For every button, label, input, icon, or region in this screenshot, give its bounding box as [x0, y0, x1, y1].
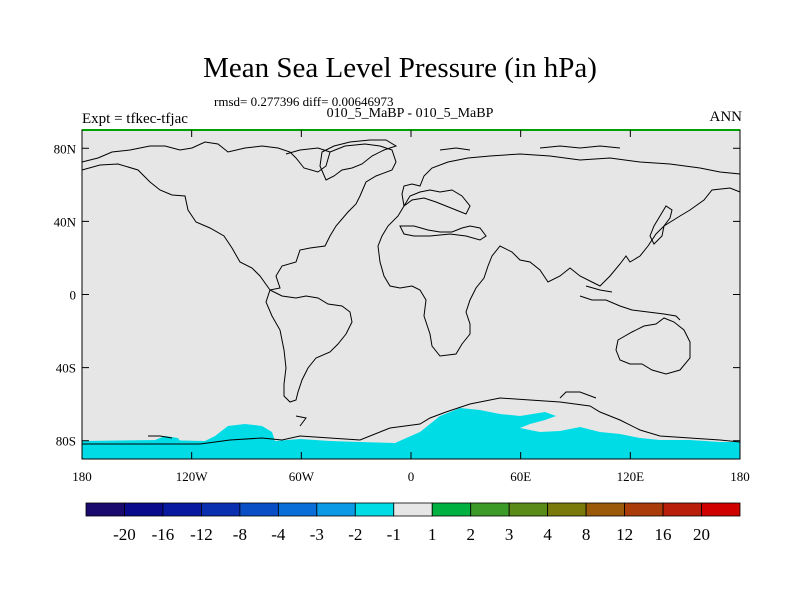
- experiment-label: Expt = tfkec-tfjac: [82, 111, 188, 127]
- colorbar-swatch: [277, 502, 318, 517]
- x-tick-label: 120E: [617, 469, 645, 484]
- x-axis: 180 120W 60W 0 60E 120E 180: [72, 130, 750, 484]
- coastline-south-america: [265, 289, 353, 403]
- colorbar-swatch: [201, 502, 241, 517]
- x-tick-label: 0: [408, 469, 415, 484]
- anomaly-fills: [82, 408, 740, 459]
- map-background: [82, 130, 740, 459]
- stats-line: rmsd= 0.277396 diff= 0.00646973: [214, 94, 394, 109]
- colorbar-label: -16: [152, 525, 175, 544]
- coastline-africa-eurasia: [377, 153, 741, 357]
- colorbar-swatch: [431, 502, 472, 517]
- colorbar-swatch: [393, 502, 433, 517]
- colorbar-label: 4: [543, 525, 552, 544]
- colorbar-label: -20: [113, 525, 136, 544]
- colorbar-swatch: [701, 502, 741, 517]
- colorbar-swatch: [662, 502, 702, 517]
- colorbar-swatch: [239, 502, 279, 517]
- colorbar-label: 12: [616, 525, 633, 544]
- y-tick-label: 0: [70, 288, 77, 303]
- coastline-north-america: [81, 141, 397, 291]
- coastline-arctic: [285, 145, 621, 155]
- x-tick-label: 180: [730, 469, 750, 484]
- colorbar-swatch: [85, 502, 125, 517]
- colorbar-swatch: [508, 502, 549, 517]
- colorbar-swatch: [316, 502, 356, 517]
- plot-subtitle: 010_5_MaBP - 010_5_MaBP: [326, 106, 494, 121]
- colorbar-swatch: [470, 502, 510, 517]
- anomaly-fill-region: [155, 436, 180, 441]
- coastline-indonesia: [579, 285, 681, 321]
- y-axis: 80N 40N 0 40S 80S: [54, 141, 740, 449]
- coastline-europe: [403, 189, 471, 215]
- colorbar-label: -2: [348, 525, 362, 544]
- colorbar-swatch: [624, 502, 664, 517]
- colorbar: -20 -16 -12 -8 -4 -3 -2 -1 1 2 3 4 8 12 16 20: [85, 502, 741, 544]
- coastline-greenland: [319, 139, 398, 181]
- colorbar-swatch: [124, 502, 164, 517]
- y-tick-label: 40S: [56, 361, 76, 376]
- y-tick-label: 80S: [56, 434, 76, 449]
- season-label: ANN: [709, 109, 743, 125]
- x-tick-label: 180: [72, 469, 92, 484]
- colorbar-label: -1: [387, 525, 401, 544]
- plot-title: Mean Sea Level Pressure (in hPa): [203, 52, 597, 84]
- x-tick-label: 120W: [176, 469, 209, 484]
- coastlines: [81, 139, 741, 445]
- colorbar-swatch: [162, 502, 202, 517]
- colorbar-label: -4: [271, 525, 286, 544]
- y-tick-label: 80N: [54, 141, 77, 156]
- colorbar-label: 3: [505, 525, 514, 544]
- colorbar-label: -3: [310, 525, 324, 544]
- colorbar-swatch: [547, 502, 587, 517]
- colorbar-swatch: [585, 502, 625, 517]
- coastline-japan-islands: [649, 205, 673, 245]
- anomaly-fill-region: [82, 408, 740, 459]
- colorbar-label: -8: [233, 525, 247, 544]
- colorbar-label: 1: [428, 525, 437, 544]
- coastline-mediterranean: [399, 225, 487, 241]
- colorbar-label: 2: [466, 525, 475, 544]
- x-tick-label: 60W: [289, 469, 315, 484]
- colorbar-label: 20: [693, 525, 710, 544]
- map-panel: [81, 129, 741, 460]
- x-tick-label: 60E: [510, 469, 531, 484]
- colorbar-swatch: [354, 502, 395, 517]
- coastline-antarctica: [82, 391, 741, 445]
- colorbar-label: 8: [582, 525, 591, 544]
- coastline-australia: [615, 317, 691, 375]
- colorbar-label: 16: [655, 525, 672, 544]
- y-tick-label: 40N: [54, 214, 77, 229]
- colorbar-label: -12: [190, 525, 213, 544]
